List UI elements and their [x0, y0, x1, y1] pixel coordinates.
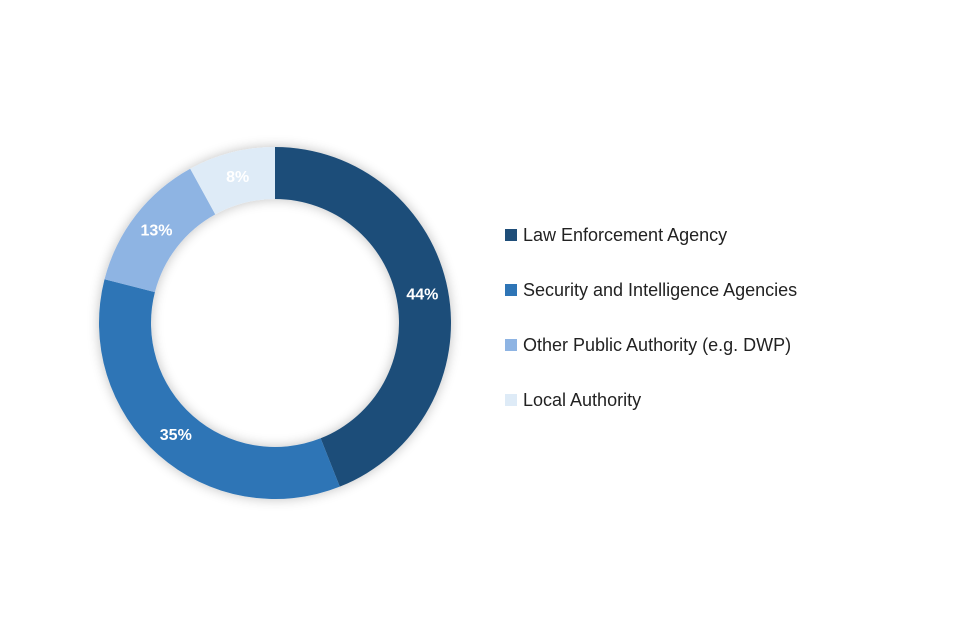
- legend-item-2: Security and Intelligence Agencies: [505, 277, 797, 303]
- donut-slices: [98, 147, 452, 499]
- legend-label: Law Enforcement Agency: [523, 224, 728, 245]
- legend-item-1: Law Enforcement Agency: [505, 222, 797, 248]
- legend-item-4: Local Authority: [505, 387, 797, 413]
- slice-labels: 44% 35% 13% 8%: [140, 169, 438, 444]
- legend-swatch: [505, 339, 517, 351]
- legend-swatch: [505, 229, 517, 241]
- legend-swatch: [505, 394, 517, 406]
- slice-value-label-1: 44%: [406, 286, 438, 303]
- slice-value-label-3: 13%: [140, 223, 172, 240]
- legend-swatch: [505, 284, 517, 296]
- legend: Law Enforcement Agency Security and Intel…: [505, 222, 797, 442]
- donut-slice-4: [190, 147, 275, 215]
- legend-label: Security and Intelligence Agencies: [523, 279, 798, 300]
- slice-value-label-4: 8%: [226, 169, 249, 186]
- legend-label: Local Authority: [523, 389, 642, 410]
- donut-slice-3: [104, 168, 216, 293]
- donut-slice-2: [98, 279, 340, 499]
- slice-value-label-2: 35%: [160, 427, 192, 444]
- legend-label: Other Public Authority (e.g. DWP): [523, 334, 792, 355]
- legend-item-3: Other Public Authority (e.g. DWP): [505, 332, 797, 358]
- donut-slice-1: [275, 147, 452, 487]
